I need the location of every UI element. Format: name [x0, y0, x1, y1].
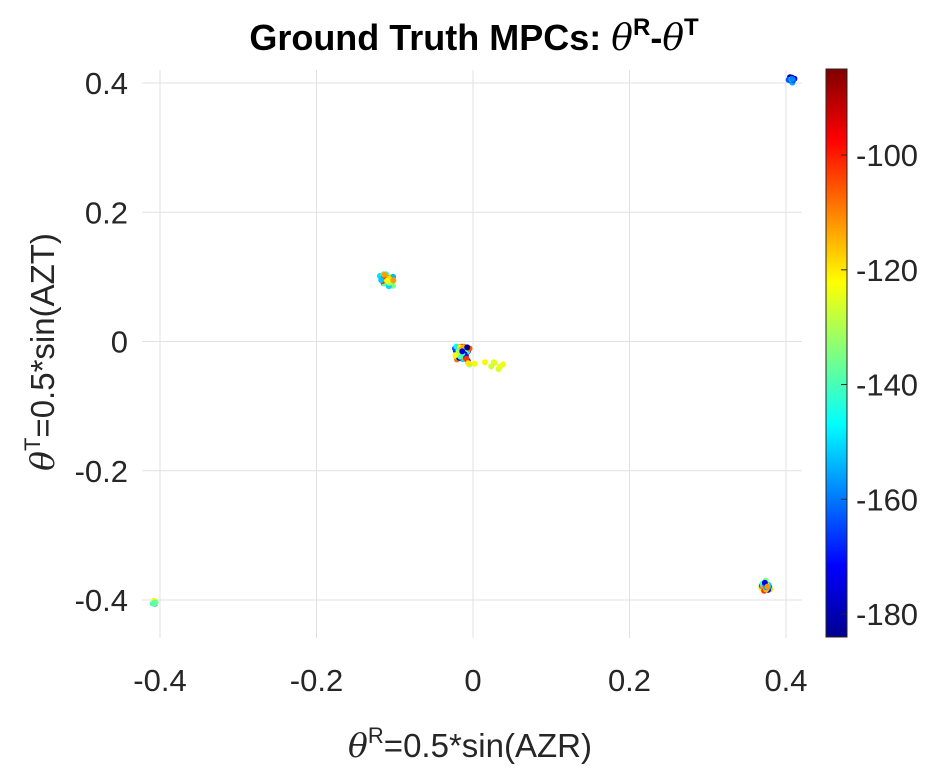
x-axis-ticks: -0.4 -0.2 0 0.2 0.4: [133, 663, 807, 698]
colorbar-tick-label: -180: [856, 597, 918, 632]
plot-background: [142, 70, 802, 638]
x-tick-label: -0.4: [133, 663, 186, 698]
y-tick-label: -0.2: [75, 454, 128, 489]
y-tick-label: 0: [111, 325, 128, 360]
y-tick-label: 0.2: [85, 195, 128, 230]
data-point: [496, 363, 503, 370]
grid-lines: [142, 70, 802, 638]
data-points: [149, 74, 798, 607]
x-tick-label: 0: [464, 663, 481, 698]
colorbar-tick-label: -120: [856, 253, 918, 288]
chart-title: Ground Truth MPCs: θR-θT: [249, 14, 699, 59]
colorbar-tick-label: -160: [856, 482, 918, 517]
colorbar-tick-label: -100: [856, 138, 918, 173]
x-tick-label: 0.2: [608, 663, 651, 698]
plot-area: [142, 70, 802, 638]
data-point: [151, 599, 158, 606]
colorbar-tick-label: -140: [856, 368, 918, 403]
y-tick-label: -0.4: [75, 583, 128, 618]
data-point: [452, 352, 459, 359]
data-point: [764, 583, 771, 590]
data-point: [464, 344, 471, 351]
y-axis-ticks: 0.4 0.2 0 -0.2 -0.4: [75, 66, 128, 618]
data-point: [471, 360, 478, 367]
data-point: [390, 277, 397, 284]
data-point: [789, 76, 796, 83]
y-axis-label: θT=0.5*sin(AZT): [20, 233, 62, 471]
colorbar-ticks: -100 -120 -140 -160 -180: [841, 138, 918, 632]
data-point: [378, 277, 385, 284]
data-point: [384, 277, 390, 284]
data-point: [459, 348, 466, 355]
x-tick-label: -0.2: [290, 663, 343, 698]
data-point: [465, 360, 472, 367]
colorbar: [825, 68, 848, 638]
y-tick-label: 0.4: [85, 66, 128, 101]
data-point: [381, 271, 388, 278]
data-point: [491, 359, 498, 366]
data-point: [482, 359, 488, 366]
x-tick-label: 0.4: [764, 663, 807, 698]
x-axis-label: θR=0.5*sin(AZR): [348, 723, 592, 765]
